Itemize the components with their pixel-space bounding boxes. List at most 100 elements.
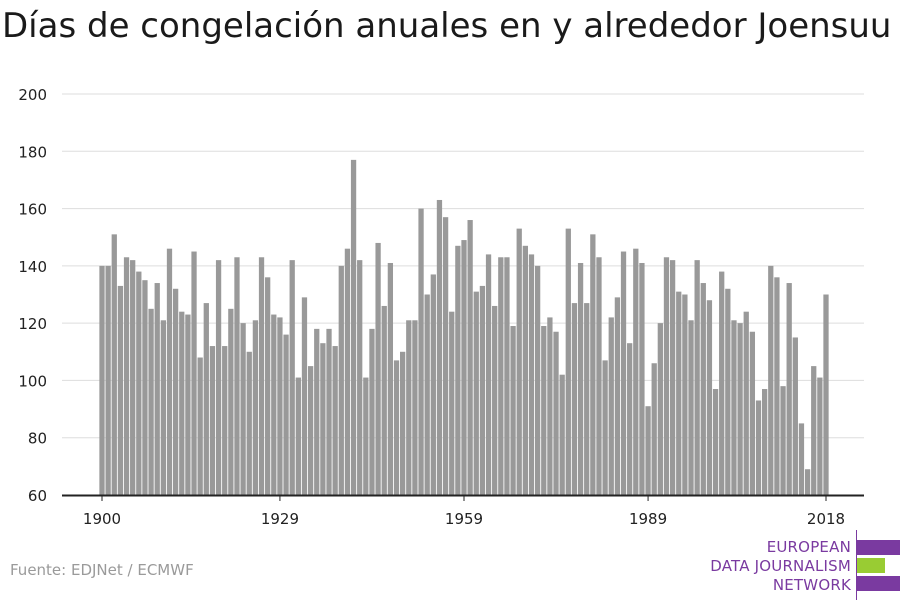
y-tick-label: 200 xyxy=(18,86,47,104)
bar-1902 xyxy=(111,234,117,495)
bar-2002 xyxy=(725,288,731,495)
bar-1997 xyxy=(694,260,700,495)
bar-1909 xyxy=(154,283,160,495)
bar-1945 xyxy=(375,242,381,495)
bar-1919 xyxy=(215,260,222,495)
bar-1995 xyxy=(682,294,688,495)
bar-1913 xyxy=(179,311,185,495)
bar-1969 xyxy=(522,245,528,495)
bar-2008 xyxy=(762,389,768,495)
bar-1922 xyxy=(234,257,240,495)
bar-1982 xyxy=(602,360,608,495)
bar-1908 xyxy=(148,308,154,495)
bar-1951 xyxy=(412,320,418,495)
bar-1964 xyxy=(492,305,498,495)
bar-1981 xyxy=(596,257,602,495)
x-tick-label: 1900 xyxy=(83,510,121,528)
bar-1966 xyxy=(504,257,510,495)
bar-1962 xyxy=(479,285,486,495)
bar-1968 xyxy=(516,228,522,495)
bar-1916 xyxy=(197,357,203,495)
logo-bar-top xyxy=(857,540,900,555)
bar-1937 xyxy=(326,328,332,495)
bar-2003 xyxy=(731,320,737,495)
bar-1974 xyxy=(553,331,559,495)
bar-2013 xyxy=(792,337,798,495)
bar-1942 xyxy=(357,260,363,495)
bar-1903 xyxy=(117,285,124,495)
x-axis: 1900 1929 1959 1989 2018 xyxy=(62,494,864,528)
bar-1977 xyxy=(571,303,578,495)
bar-1928 xyxy=(271,314,277,495)
bar-1927 xyxy=(265,277,271,495)
bar-1950 xyxy=(406,320,412,495)
bar-1989 xyxy=(645,406,651,495)
bar-1953 xyxy=(424,294,430,495)
bar-2000 xyxy=(712,389,719,495)
bar-1972 xyxy=(541,326,547,495)
bar-1952 xyxy=(418,208,424,496)
bar-1978 xyxy=(577,262,584,495)
bar-2009 xyxy=(768,265,774,495)
bar-1955 xyxy=(436,199,443,495)
bar-1939 xyxy=(338,265,344,495)
bars xyxy=(99,159,829,496)
bar-1930 xyxy=(283,334,289,495)
bar-1920 xyxy=(222,346,228,495)
y-tick-label: 180 xyxy=(18,143,47,161)
bar-1965 xyxy=(498,257,504,495)
logo-divider xyxy=(856,530,857,600)
bar-1918 xyxy=(209,346,216,495)
bar-1933 xyxy=(301,297,308,495)
bar-1973 xyxy=(547,317,553,495)
bar-1985 xyxy=(620,251,627,495)
bar-2001 xyxy=(719,271,725,495)
bar-1975 xyxy=(559,374,565,495)
bar-1924 xyxy=(246,351,252,495)
bar-1956 xyxy=(442,217,449,495)
bar-1914 xyxy=(185,314,191,495)
bar-1967 xyxy=(510,326,516,495)
bar-1900 xyxy=(99,265,105,495)
bar-1993 xyxy=(669,260,676,495)
bar-1963 xyxy=(485,254,492,495)
bar-1976 xyxy=(565,228,571,495)
logo-bar-middle xyxy=(857,558,885,573)
bar-2014 xyxy=(798,423,805,495)
bar-1901 xyxy=(105,265,111,495)
bar-1961 xyxy=(473,291,479,495)
bar-1970 xyxy=(528,254,535,495)
y-tick-label: 160 xyxy=(18,201,47,219)
bar-1907 xyxy=(142,280,148,495)
logo-text-network: NETWORK xyxy=(772,576,851,594)
bar-2015 xyxy=(804,469,811,495)
bar-1958 xyxy=(455,245,461,495)
bar-1904 xyxy=(123,257,130,495)
bar-1983 xyxy=(608,317,614,495)
bar-1911 xyxy=(166,248,173,495)
bar-1999 xyxy=(706,300,713,495)
bar-1946 xyxy=(381,305,387,495)
bar-1938 xyxy=(332,346,338,495)
bar-1941 xyxy=(350,159,357,495)
bar-2012 xyxy=(786,283,792,495)
bar-2005 xyxy=(743,311,749,495)
bar-1929 xyxy=(277,317,283,495)
bar-1984 xyxy=(614,297,621,495)
bar-1947 xyxy=(387,262,394,495)
bar-1915 xyxy=(191,251,197,495)
bar-2016 xyxy=(811,366,817,495)
bar-1934 xyxy=(307,366,314,495)
bar-2006 xyxy=(749,331,756,495)
bar-1987 xyxy=(633,248,639,495)
bar-1940 xyxy=(344,248,351,495)
bar-1959 xyxy=(461,240,467,495)
logo-text-data-journalism: DATA JOURNALISM xyxy=(710,557,851,575)
bar-1996 xyxy=(688,320,694,495)
bar-1994 xyxy=(676,291,682,495)
bar-1905 xyxy=(130,260,136,495)
bar-1935 xyxy=(314,328,320,495)
bar-1910 xyxy=(160,320,166,495)
bar-1925 xyxy=(252,320,259,495)
chart-title: Días de congelación anuales en y alreded… xyxy=(2,6,892,46)
